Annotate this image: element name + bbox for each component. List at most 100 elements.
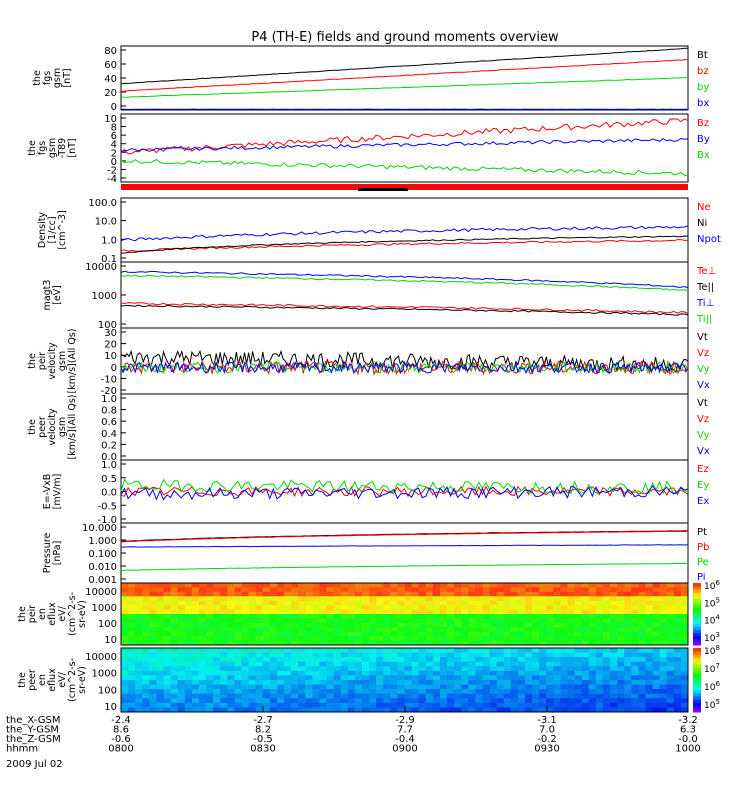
heat-cell (163, 661, 172, 667)
heat-cell (574, 614, 583, 619)
heat-cell (645, 648, 654, 654)
heat-cell (241, 640, 250, 646)
heat-cell (326, 609, 335, 615)
heat-cell (184, 631, 193, 637)
heat-cell (227, 698, 235, 704)
heat-cell (347, 648, 356, 654)
series-Ti⊥ (120, 270, 689, 289)
heat-cell (163, 684, 172, 690)
heat-cell (156, 684, 165, 690)
heat-cell (659, 652, 668, 658)
heat-cell (276, 707, 285, 713)
heat-cell (553, 587, 561, 593)
heat-cell (298, 640, 306, 646)
y-tick-label: 0.6 (101, 417, 117, 428)
heat-cell (517, 707, 526, 713)
mode-bar (121, 184, 688, 190)
heat-cell (666, 675, 675, 681)
heat-cell (255, 618, 264, 624)
heat-cell (631, 609, 639, 615)
heat-cell (227, 675, 235, 681)
heat-cell (524, 600, 533, 606)
heat-cell (128, 689, 136, 695)
heat-cell (524, 680, 533, 686)
heat-cell (617, 640, 625, 646)
heat-cell (255, 689, 264, 695)
heat-cell (397, 640, 405, 646)
heat-cell (340, 618, 349, 624)
heat-cell (553, 707, 561, 713)
heat-cell (447, 583, 455, 588)
heat-cell (496, 587, 505, 593)
heat-cell (177, 702, 186, 708)
heat-cell (347, 652, 356, 658)
heat-cell (305, 666, 313, 672)
orbit-value: 0800 (108, 744, 133, 755)
heat-cell (489, 684, 498, 690)
heat-cell (666, 587, 675, 593)
heat-cell (567, 707, 576, 713)
legend-Vx: Vx (697, 380, 710, 391)
heat-cell (425, 627, 434, 633)
heat-cell (666, 670, 675, 676)
heat-cell (673, 698, 682, 704)
heat-cell (369, 640, 377, 646)
heat-cell (673, 587, 682, 593)
heat-cell (191, 648, 200, 654)
heat-cell (517, 609, 526, 615)
heat-cell (659, 675, 668, 681)
heat-cell (312, 636, 320, 642)
heat-cell (595, 596, 604, 602)
heat-cell (383, 670, 391, 676)
heat-cell (142, 587, 150, 593)
heat-cell (390, 670, 398, 676)
y-tick-label: -20 (101, 386, 117, 397)
heat-cell (432, 627, 441, 633)
heat-cell (560, 707, 569, 713)
heat-cell (305, 618, 313, 624)
heat-cell (468, 693, 476, 699)
heat-cell (439, 618, 448, 624)
heat-cell (489, 652, 498, 658)
orbit-value: 7.0 (539, 725, 555, 736)
heat-cell (553, 640, 561, 646)
heat-cell (581, 670, 590, 676)
orbit-value: -0.2 (537, 734, 557, 745)
legend-bz: bz (697, 66, 709, 77)
heat-cell (617, 600, 625, 606)
heat-cell (234, 605, 242, 611)
heat-cell (602, 689, 611, 695)
heat-cell (135, 622, 143, 628)
heat-cell (369, 707, 377, 713)
heat-cell (411, 583, 420, 588)
heat-cell (602, 693, 611, 699)
heat-cell (291, 600, 299, 606)
legend-Vy: Vy (697, 364, 710, 375)
heat-cell (156, 707, 165, 713)
heat-cell (361, 583, 370, 588)
heat-cell (489, 631, 498, 637)
heat-cell (354, 680, 363, 686)
heat-cell (241, 596, 250, 602)
heat-cell (255, 670, 264, 676)
heat-cell (560, 583, 569, 588)
heat-cell (624, 661, 632, 667)
heat-cell (447, 652, 455, 658)
heat-cell (326, 657, 335, 663)
heat-cell (454, 657, 462, 663)
heat-cell (610, 640, 618, 646)
heat-cell (241, 627, 250, 633)
heat-cell (333, 657, 342, 663)
heat-cell (659, 591, 668, 597)
y-axis-label: the peer en eflux eV/(cm^2-s-sr-eV) (17, 658, 88, 702)
heat-cell (659, 622, 668, 628)
heat-cell (184, 693, 193, 699)
heat-cell (326, 631, 335, 637)
heat-cell (680, 648, 689, 654)
heat-cell (510, 609, 519, 615)
heat-cell (468, 591, 476, 597)
heat-cell (340, 600, 349, 606)
heat-cell (652, 583, 661, 588)
heat-cell (425, 648, 434, 654)
